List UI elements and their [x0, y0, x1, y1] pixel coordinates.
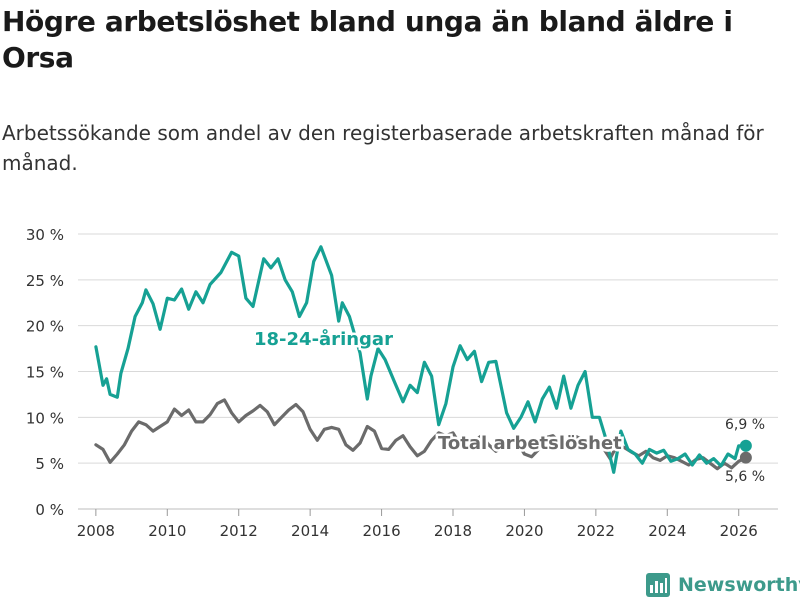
- gridlines: [78, 233, 778, 510]
- x-tick-label: 2022: [577, 522, 615, 540]
- x-tick-label: 2024: [648, 522, 686, 540]
- chart-title: Högre arbetslöshet bland unga än bland ä…: [2, 5, 733, 74]
- y-tick-label: 20 %: [26, 318, 64, 336]
- x-tick-label: 2018: [434, 522, 472, 540]
- axes: 0 % 5 % 10 % 15 % 20 % 25 % 30 % 2008 2010 2012 20…: [26, 226, 758, 540]
- x-tick-label: 2020: [505, 522, 543, 540]
- youth-end-point: [739, 439, 752, 452]
- newsworthy-logo: Newsworthy: [645, 570, 800, 600]
- youth-series-label: 18-24-åringar: [254, 328, 393, 350]
- x-tick-label: 2026: [720, 522, 758, 540]
- total-series-label: Total arbetslöshet: [438, 433, 622, 454]
- y-tick-label: 25 %: [26, 272, 64, 290]
- brand-name: Newsworthy: [678, 574, 800, 596]
- x-tick-label: 2008: [77, 522, 115, 540]
- x-tick-label: 2014: [291, 522, 329, 540]
- series-lines: [94, 245, 752, 474]
- youth-series-line: [94, 245, 748, 474]
- total-end-value-label: 5,6 %: [725, 469, 765, 485]
- x-tick-label: 2016: [362, 522, 400, 540]
- y-tick-label: 0 %: [35, 501, 64, 519]
- chart-subtitle: Arbetssökande som andel av den registerb…: [2, 121, 764, 175]
- x-tick-label: 2012: [220, 522, 258, 540]
- series-labels: 18-24-åringar Total arbetslöshet 6,9 % 5,6 …: [252, 326, 766, 486]
- y-tick-label: 15 %: [26, 364, 64, 382]
- bar-chart-logo-icon: [646, 573, 670, 597]
- x-tick-label: 2010: [148, 522, 186, 540]
- youth-end-value-label: 6,9 %: [725, 417, 765, 433]
- y-tick-label: 30 %: [26, 226, 64, 244]
- total-series-line: [94, 398, 748, 471]
- y-tick-label: 10 %: [26, 409, 64, 427]
- total-end-point: [739, 451, 752, 464]
- y-tick-label: 5 %: [35, 455, 64, 473]
